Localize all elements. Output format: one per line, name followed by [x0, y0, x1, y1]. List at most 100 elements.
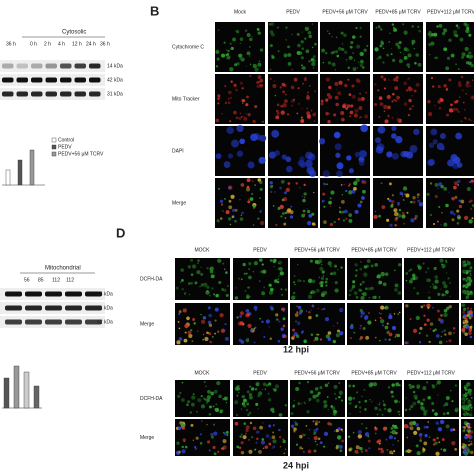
signal	[471, 79, 474, 81]
signal	[328, 85, 332, 90]
signal	[283, 334, 287, 339]
signal	[212, 293, 215, 296]
signal	[188, 333, 193, 339]
signal	[354, 449, 359, 454]
signal	[312, 290, 316, 294]
signal	[382, 47, 385, 50]
signal	[248, 262, 252, 266]
signal	[303, 339, 307, 344]
signal	[222, 439, 227, 444]
signal	[294, 283, 296, 286]
signal	[333, 131, 341, 139]
signal	[397, 410, 401, 414]
signal	[209, 266, 214, 271]
timepoint: 24 hpi	[283, 460, 309, 470]
signal	[255, 441, 258, 444]
signal	[453, 213, 456, 216]
signal	[276, 280, 280, 284]
signal	[452, 110, 454, 113]
signal	[306, 380, 310, 384]
signal	[376, 143, 385, 152]
signal	[394, 399, 398, 404]
signal	[419, 437, 422, 439]
signal	[191, 395, 196, 400]
signal	[364, 449, 368, 452]
signal	[256, 84, 260, 89]
signal	[406, 436, 409, 439]
signal	[415, 315, 420, 321]
signal	[303, 196, 306, 199]
signal	[360, 124, 369, 133]
signal	[397, 263, 402, 267]
signal	[228, 205, 233, 210]
signal	[334, 143, 342, 151]
signal	[202, 333, 205, 336]
signal	[196, 410, 198, 413]
signal	[443, 186, 448, 191]
image-bg	[268, 178, 318, 228]
signal	[433, 222, 436, 225]
signal	[413, 48, 415, 50]
signal	[334, 95, 339, 100]
signal	[217, 450, 220, 453]
signal	[296, 305, 298, 308]
signal	[206, 266, 209, 270]
signal	[388, 332, 393, 337]
signal	[430, 128, 438, 136]
signal	[423, 314, 426, 317]
signal	[386, 53, 390, 57]
band	[60, 63, 72, 69]
signal	[379, 44, 383, 48]
signal	[430, 33, 435, 37]
signal	[210, 274, 215, 279]
signal	[351, 284, 356, 289]
signal	[417, 265, 422, 270]
signal	[330, 51, 334, 55]
signal	[438, 205, 441, 209]
signal	[374, 319, 377, 321]
signal	[355, 78, 360, 83]
signal	[337, 46, 342, 51]
signal	[272, 205, 275, 207]
signal	[229, 223, 232, 226]
signal	[429, 182, 433, 185]
signal	[407, 113, 411, 117]
signal	[183, 440, 185, 443]
signal	[336, 88, 338, 90]
signal	[422, 386, 427, 391]
signal	[296, 51, 301, 55]
signal	[319, 266, 324, 271]
signal	[470, 450, 474, 455]
signal	[453, 185, 457, 190]
signal	[308, 213, 313, 218]
signal	[243, 422, 247, 426]
signal	[385, 426, 388, 430]
signal	[378, 447, 381, 451]
signal	[193, 322, 196, 325]
signal	[206, 398, 210, 403]
signal	[284, 93, 287, 96]
signal	[469, 290, 473, 294]
signal	[406, 63, 410, 67]
signal	[428, 158, 436, 166]
signal	[209, 294, 211, 297]
signal	[239, 37, 244, 41]
signal	[323, 205, 326, 208]
signal	[287, 45, 289, 48]
signal	[408, 98, 412, 103]
signal	[210, 432, 214, 436]
signal	[278, 413, 283, 417]
signal	[374, 336, 377, 339]
signal	[284, 448, 287, 450]
band	[16, 91, 28, 97]
signal	[319, 281, 323, 285]
signal	[254, 326, 257, 329]
micrograph	[320, 74, 370, 124]
column-header: PEDV	[286, 9, 300, 15]
signal	[345, 189, 348, 193]
signal	[253, 305, 258, 310]
signal	[209, 340, 213, 344]
signal	[407, 53, 412, 58]
signal	[278, 275, 280, 277]
signal	[293, 427, 296, 430]
